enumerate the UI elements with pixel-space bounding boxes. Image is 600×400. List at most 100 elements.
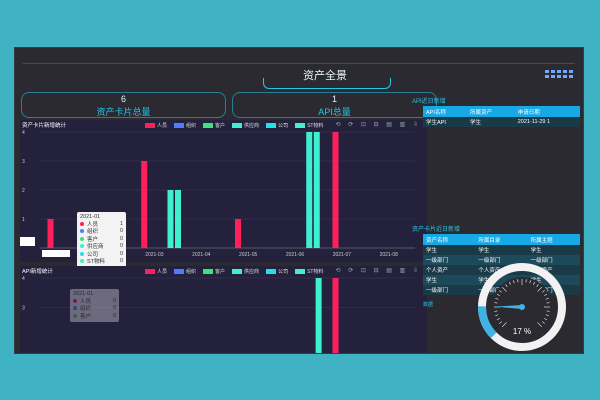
legend-label: 组织 <box>186 269 197 275</box>
chart-toolbox[interactable]: ⟲ ⟳ ⊡ ⊟ ▤ ▥ ⇩ <box>335 122 421 128</box>
legend-item[interactable]: 组织 <box>174 122 196 129</box>
x-tick-label: 2021-06 <box>286 252 305 258</box>
api-recent-title: API近日新增 <box>412 99 446 105</box>
gauge-tick <box>545 298 549 300</box>
legend-label: 供应商 <box>244 123 260 129</box>
legend-item[interactable]: ST物料 <box>295 122 323 129</box>
chart-bar <box>141 161 148 248</box>
gauge-tick <box>542 290 545 293</box>
chart-bar <box>332 132 339 248</box>
gauge-tick <box>509 281 511 285</box>
chart-legend: 人员 组织 客户 供应商 公司 ST物料 <box>145 268 323 275</box>
table-row[interactable]: 学生学生学生 <box>423 245 580 255</box>
legend-swatch <box>266 269 277 274</box>
header-line <box>23 63 575 64</box>
tooltip-row: 公司 0 <box>80 250 123 258</box>
grid-dots-icon <box>545 70 573 78</box>
tooltip-value: 0 <box>112 312 116 319</box>
tooltip-value: 0 <box>119 243 123 250</box>
tooltip-name: 人员 <box>87 221 99 228</box>
tooltip-row: 组织 0 <box>73 305 116 313</box>
legend-item[interactable]: ST物料 <box>295 268 323 275</box>
legend-label: 公司 <box>278 269 289 275</box>
tooltip-row: 供应商 0 <box>80 243 123 251</box>
column-header: 申请日期 <box>514 106 580 117</box>
chart-bar <box>332 278 339 353</box>
overlay-label: 数据 <box>423 302 434 308</box>
legend-item[interactable]: 供应商 <box>232 268 259 275</box>
x-tick-label: 2021-03 <box>145 252 164 258</box>
gauge-tick <box>499 290 502 293</box>
tooltip-value: 0 <box>112 297 116 304</box>
table-cell: 2021-11-29 1 <box>514 117 580 127</box>
tooltip-name: 客户 <box>80 313 92 320</box>
gauge-tick <box>496 294 500 296</box>
chart-canvas: 43212021-022021-032021-042021-052021-062… <box>22 130 415 258</box>
x-tick-label: 2021-05 <box>239 252 258 258</box>
kpi-api-total: 1 API总量 <box>232 92 437 118</box>
table-cell: 学生API <box>423 117 468 127</box>
chart-title: API新增统计 <box>22 269 53 275</box>
tooltip-name: 组织 <box>87 229 99 236</box>
tooltip-value: 0 <box>119 235 123 242</box>
legend-item[interactable]: 人员 <box>145 122 167 129</box>
gauge-tick <box>529 280 531 284</box>
tooltip-dot <box>73 306 77 311</box>
tooltip-dot <box>80 244 84 249</box>
card-stats-chart: 资产卡片新增统计 人员 组织 客户 供应商 公司 ST物料 ⟲ ⟳ ⊡ ⊟ ▤ … <box>20 120 427 267</box>
gauge-value: 17 % <box>513 327 531 336</box>
gauge-tick <box>544 294 548 296</box>
legend-item[interactable]: 客户 <box>203 268 225 275</box>
tooltip-dot <box>73 313 77 318</box>
table-cell: 一级部门 <box>423 255 476 265</box>
legend-item[interactable]: 公司 <box>266 122 288 129</box>
gauge-tick <box>542 321 545 324</box>
y-tick-label: 3 <box>22 159 25 165</box>
gauge-tick <box>495 314 499 316</box>
tooltip-value: 1 <box>119 220 123 227</box>
tooltip-name: 组织 <box>80 306 92 313</box>
legend-swatch <box>203 269 214 274</box>
tooltip-value: 0 <box>119 250 123 257</box>
kpi-frame <box>232 92 437 118</box>
column-header: 所属目录 <box>475 234 528 245</box>
chart-bar <box>167 190 174 248</box>
chart-legend: 人员 组织 客户 供应商 公司 ST物料 <box>145 122 323 129</box>
white-block <box>42 250 70 257</box>
y-tick-label: 4 <box>22 276 25 282</box>
gauge-tick <box>537 286 543 292</box>
tooltip-dot <box>80 251 84 256</box>
table-cell: 学生 <box>475 275 528 285</box>
legend-item[interactable]: 组织 <box>174 268 196 275</box>
legend-label: ST物料 <box>307 123 324 129</box>
page-title: 资产全景 <box>303 70 347 82</box>
legend-item[interactable]: 客户 <box>203 122 225 129</box>
chart-tooltip: 2021-01 人员 0 组织 0 客户 0 <box>70 289 119 322</box>
tooltip-row: 客户 0 <box>80 235 123 243</box>
legend-swatch <box>174 123 185 128</box>
gauge-tick <box>533 281 535 285</box>
chart-toolbox[interactable]: ⟲ ⟳ ⊡ ⊟ ▤ ▥ ⇩ <box>335 268 421 274</box>
legend-label: 供应商 <box>244 269 260 275</box>
table-row[interactable]: 学生API 学生 2021-11-29 1 <box>423 117 580 127</box>
table-cell: 学生 <box>475 245 528 255</box>
column-header: 资产名称 <box>423 234 476 245</box>
table-row[interactable]: 一级部门一级部门一级部门 <box>423 255 580 265</box>
api-recent-table: API名称 所属资产 申请日期 学生API 学生 2021-11-29 1 <box>423 106 580 127</box>
chart-bar <box>175 190 181 248</box>
legend-item[interactable]: 人员 <box>145 268 167 275</box>
legend-item[interactable]: 供应商 <box>232 122 259 129</box>
legend-item[interactable]: 公司 <box>266 268 288 275</box>
tooltip-dot <box>80 236 84 241</box>
y-tick-label: 1 <box>22 217 25 223</box>
chart-tooltip: 2021-01 人员 1 组织 0 客户 0 供应商 0 公司 0 ST物料 0 <box>77 212 126 267</box>
tooltip-name: 供应商 <box>87 244 104 251</box>
legend-swatch <box>266 123 277 128</box>
table-header: API名称 所属资产 申请日期 <box>423 106 580 117</box>
legend-label: 人员 <box>157 123 168 129</box>
tooltip-row: 客户 0 <box>73 312 116 320</box>
legend-label: 组织 <box>186 123 197 129</box>
table-cell: 学生 <box>467 117 515 127</box>
gauge-ticks <box>494 279 550 328</box>
tooltip-name: 公司 <box>87 251 99 258</box>
